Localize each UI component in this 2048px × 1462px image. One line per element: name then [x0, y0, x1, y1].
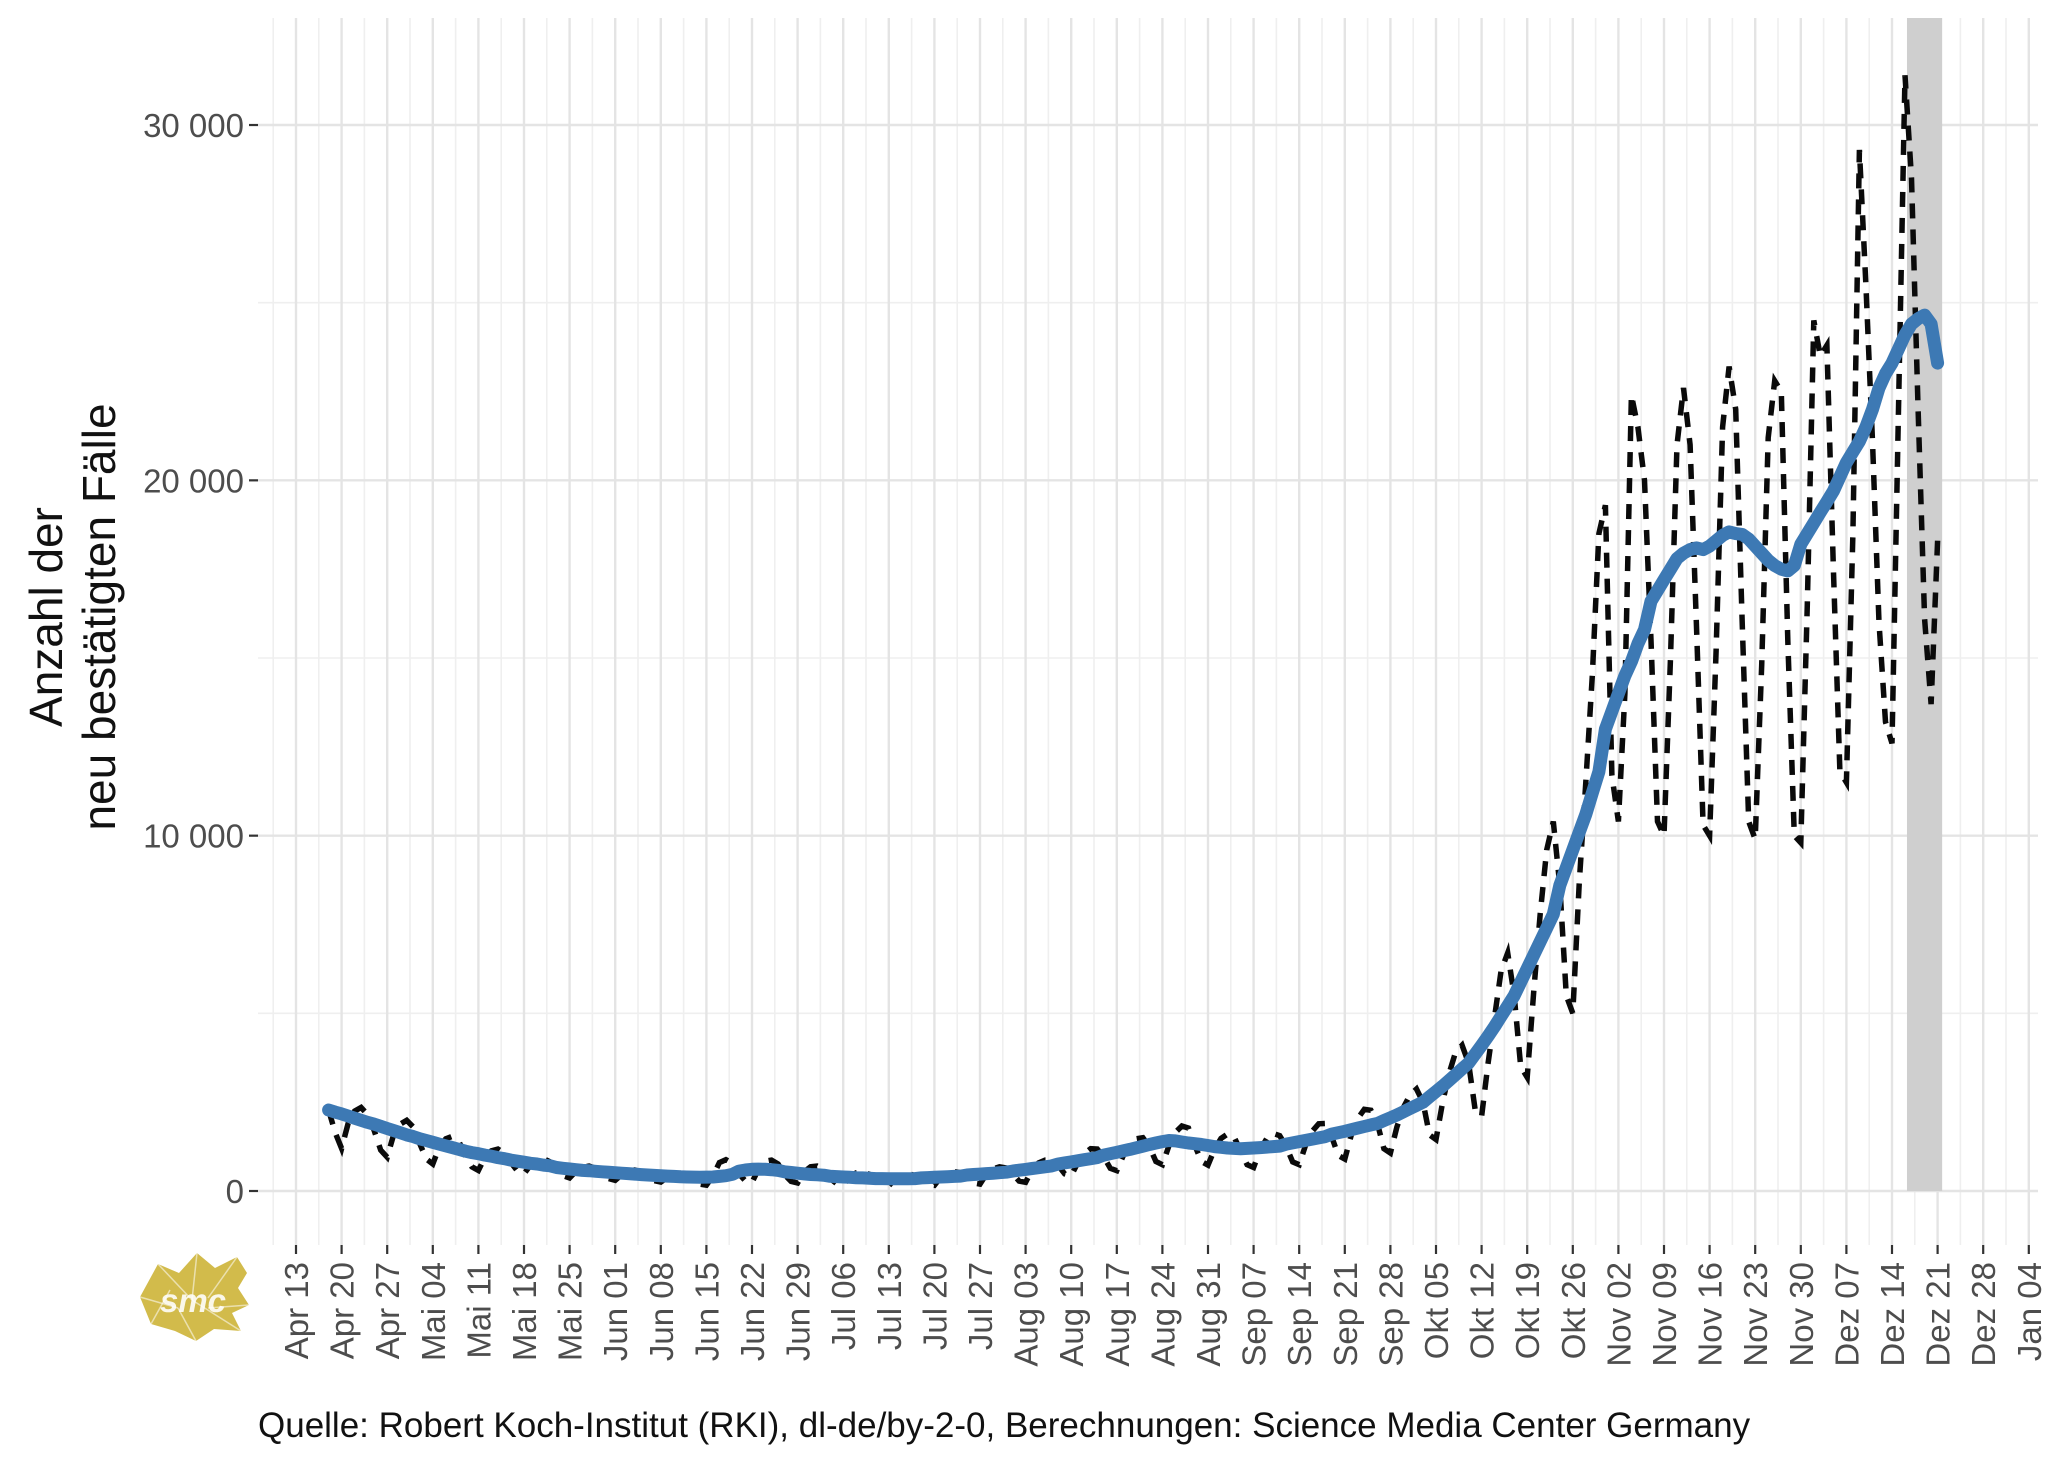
x-tick-label: Aug 24 [1144, 1262, 1181, 1367]
x-tick-label: Nov 02 [1600, 1262, 1637, 1367]
x-tick-label: Dez 28 [1965, 1262, 2002, 1367]
y-tick-label: 30 000 [143, 107, 244, 144]
x-tick-label: Nov 30 [1783, 1262, 1820, 1367]
x-tick-label: Nov 09 [1646, 1262, 1683, 1367]
x-tick-label: Jun 08 [643, 1262, 680, 1361]
x-tick-label: Mai 25 [552, 1262, 589, 1361]
y-tick-label: 10 000 [143, 818, 244, 855]
source-caption: Quelle: Robert Koch-Institut (RKI), dl-d… [258, 1406, 1751, 1445]
x-tick-label: Okt 19 [1509, 1262, 1546, 1359]
y-axis-labels: 0 10 000 20 000 30 000 [143, 107, 244, 1210]
x-tick-label: Aug 31 [1190, 1262, 1227, 1367]
x-tick-label: Apr 13 [278, 1262, 315, 1359]
x-tick-label: Dez 21 [1920, 1262, 1957, 1367]
x-tick-label: Okt 26 [1555, 1262, 1592, 1359]
y-axis-title: Anzahl der neu bestätigten Fälle [20, 267, 130, 967]
x-tick-label: Jun 29 [780, 1262, 817, 1361]
x-axis-labels: Apr 13 Apr 20 Apr 27 Mai 04 Mai 11 Mai 18 Mai … [278, 1262, 2048, 1367]
x-tick-label: Sep 07 [1236, 1262, 1273, 1367]
y-axis-title-line2: neu bestätigten Fälle [73, 403, 125, 831]
x-tick-label: Mai 18 [506, 1262, 543, 1361]
seven-day-mean-line [322, 308, 1945, 1186]
gridlines-major [258, 18, 2038, 1245]
x-tick-label: Jul 13 [871, 1262, 908, 1350]
x-tick-label: Jun 01 [597, 1262, 634, 1361]
x-tick-label: Jul 06 [825, 1262, 862, 1350]
axis-tick-marks [249, 123, 2030, 1254]
gridlines-minor [258, 18, 2038, 1245]
x-tick-label: Sep 21 [1327, 1262, 1364, 1367]
x-tick-label: Jul 27 [962, 1262, 999, 1350]
x-tick-label: Jul 20 [916, 1262, 953, 1350]
x-tick-label: Jan 04 [2011, 1262, 2048, 1361]
x-tick-label: Okt 12 [1464, 1262, 1501, 1359]
x-tick-label: Mai 04 [415, 1262, 452, 1361]
x-tick-label: Apr 27 [369, 1262, 406, 1359]
x-tick-label: Aug 17 [1099, 1262, 1136, 1367]
x-tick-label: Mai 11 [460, 1262, 497, 1359]
x-tick-label: Nov 23 [1737, 1262, 1774, 1367]
x-tick-label: Okt 05 [1418, 1262, 1455, 1359]
x-tick-label: Sep 14 [1281, 1262, 1318, 1367]
y-axis-title-line1: Anzahl der [20, 507, 72, 727]
x-tick-label: Nov 16 [1692, 1262, 1729, 1367]
x-tick-label: Jun 22 [734, 1262, 771, 1361]
x-tick-label: Apr 20 [324, 1262, 361, 1359]
x-tick-label: Dez 14 [1874, 1262, 1911, 1367]
x-tick-label: Sep 28 [1372, 1262, 1409, 1367]
x-tick-label: Aug 10 [1053, 1262, 1090, 1367]
y-tick-label: 20 000 [143, 462, 244, 499]
x-tick-label: Aug 03 [1008, 1262, 1045, 1367]
x-tick-label: Dez 07 [1828, 1262, 1865, 1367]
x-tick-label: Jun 15 [688, 1262, 725, 1361]
y-tick-label: 0 [226, 1173, 244, 1210]
